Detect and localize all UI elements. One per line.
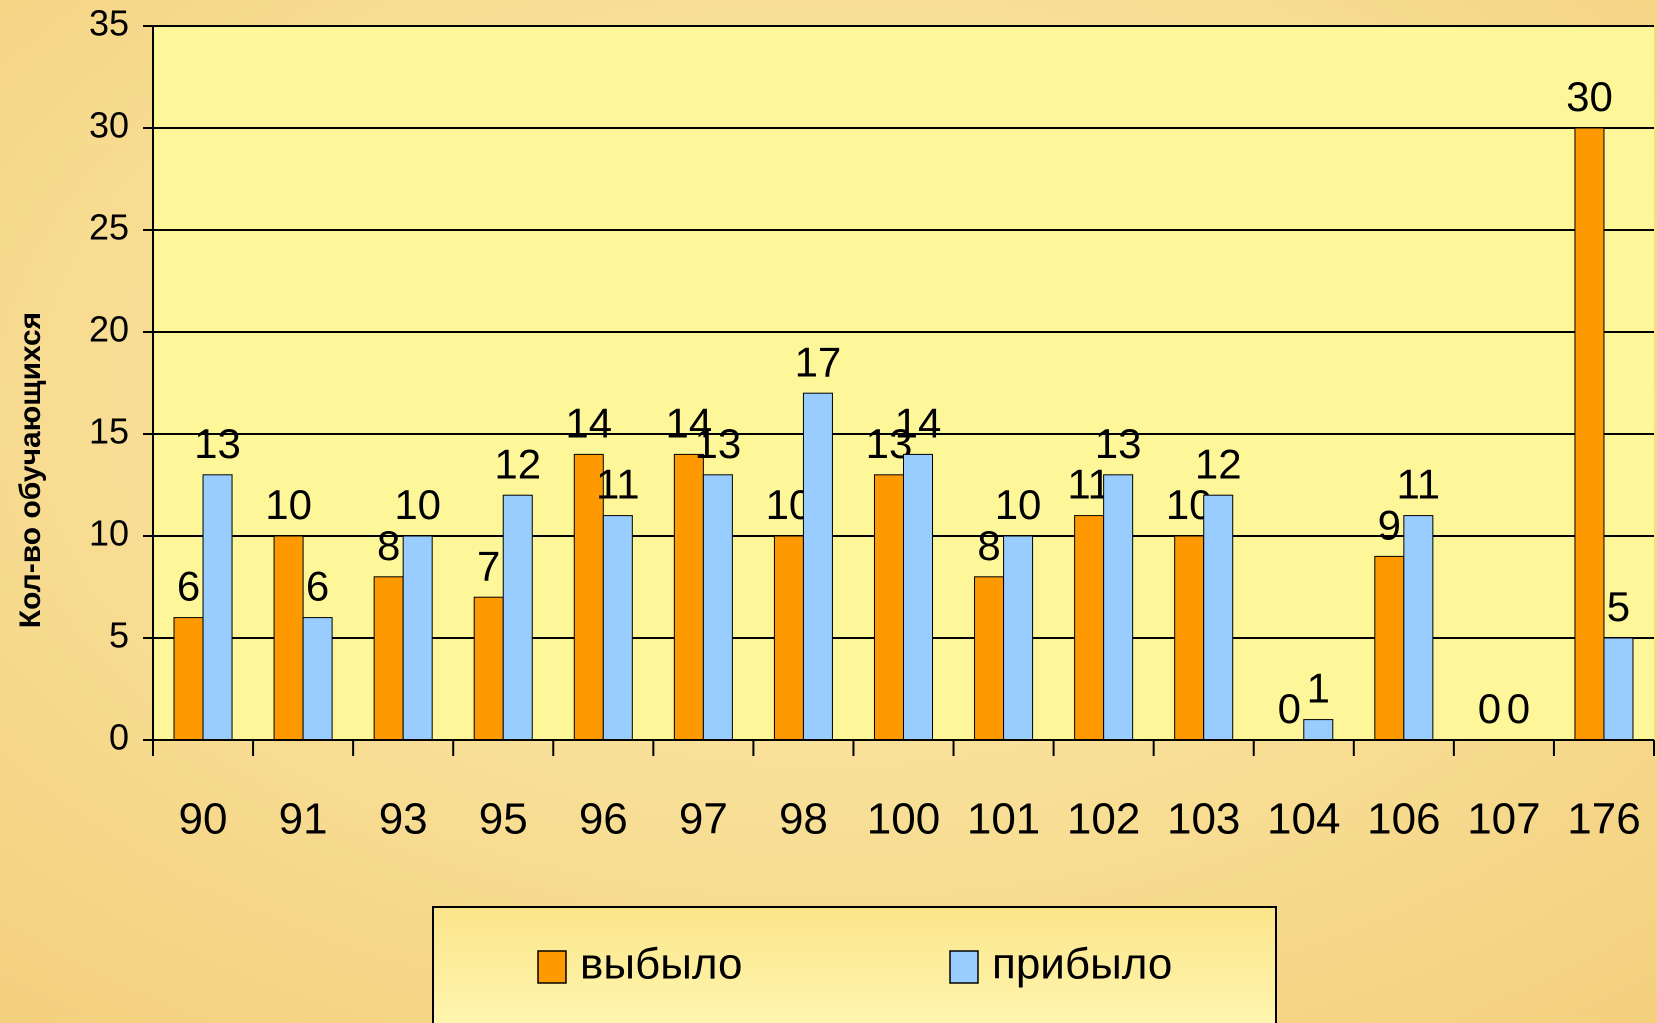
data-label: 0 — [1278, 685, 1301, 732]
bar — [802, 392, 833, 741]
data-label: 14 — [565, 399, 612, 446]
x-tick-label: 91 — [279, 795, 328, 844]
y-tick-label: 30 — [89, 105, 129, 146]
data-label: 30 — [1566, 73, 1613, 120]
bar — [1374, 555, 1405, 741]
data-label: 12 — [1195, 440, 1242, 487]
bar — [1103, 474, 1134, 741]
x-tick-label: 98 — [779, 795, 828, 844]
legend-swatch — [537, 950, 567, 984]
bar — [773, 535, 804, 741]
bar — [1574, 127, 1605, 741]
data-label: 9 — [1378, 501, 1401, 548]
bar — [1303, 719, 1334, 741]
bar — [273, 535, 304, 741]
bar — [974, 576, 1005, 741]
y-axis-label: Кол-во обучающихся — [14, 312, 47, 628]
legend-swatch — [949, 950, 979, 984]
data-label: 10 — [394, 481, 441, 528]
data-label: 5 — [1607, 583, 1630, 630]
y-tick-label: 0 — [109, 717, 129, 758]
bar — [402, 535, 433, 741]
data-label: 12 — [494, 440, 541, 487]
y-tick-label: 20 — [89, 309, 129, 350]
x-tick-label: 93 — [379, 795, 428, 844]
bar — [602, 515, 633, 741]
data-label: 7 — [477, 542, 500, 589]
y-tick-label: 15 — [89, 411, 129, 452]
bar — [1403, 515, 1434, 741]
legend-label: прибыло — [992, 940, 1172, 989]
bar — [1603, 637, 1634, 741]
bar — [173, 617, 204, 741]
data-label: 13 — [695, 420, 742, 467]
data-label: 0 — [1478, 685, 1501, 732]
bar — [502, 494, 533, 741]
bar — [1003, 535, 1034, 741]
legend — [432, 906, 1277, 1023]
x-tick-label: 100 — [867, 795, 940, 844]
y-tick-label: 35 — [89, 3, 129, 44]
x-tick-label: 102 — [1067, 795, 1140, 844]
x-tick-label: 90 — [179, 795, 228, 844]
data-label: 11 — [596, 461, 640, 508]
bar — [302, 617, 333, 741]
data-label: 10 — [995, 481, 1042, 528]
data-label: 17 — [795, 338, 842, 385]
data-label: 14 — [665, 399, 712, 446]
y-tick-label: 25 — [89, 207, 129, 248]
data-label: 13 — [1095, 420, 1142, 467]
data-label: 8 — [377, 522, 400, 569]
bar — [702, 474, 733, 741]
data-label: 1 — [1307, 665, 1330, 712]
bar — [873, 474, 904, 741]
x-tick-label: 97 — [679, 795, 728, 844]
x-tick-label: 101 — [967, 795, 1040, 844]
data-label: 10 — [265, 481, 312, 528]
bar — [202, 474, 233, 741]
x-tick-label: 176 — [1567, 795, 1640, 844]
x-tick-label: 104 — [1267, 795, 1340, 844]
y-tick-label: 5 — [109, 615, 129, 656]
bar — [373, 576, 404, 741]
x-tick-label: 95 — [479, 795, 528, 844]
bar — [1174, 535, 1205, 741]
x-tick-label: 106 — [1367, 795, 1440, 844]
legend-label: выбыло — [580, 940, 742, 989]
bar — [473, 596, 504, 741]
x-tick-label: 96 — [579, 795, 628, 844]
data-label: 14 — [895, 399, 942, 446]
data-label: 11 — [1397, 461, 1441, 508]
data-label: 0 — [1507, 685, 1530, 732]
y-tick-label: 10 — [89, 513, 129, 554]
x-tick-label: 107 — [1467, 795, 1540, 844]
data-label: 6 — [306, 563, 329, 610]
bar — [1203, 494, 1234, 741]
bar — [1074, 515, 1105, 741]
bar — [673, 453, 704, 741]
data-label: 8 — [977, 522, 1000, 569]
bar — [903, 453, 934, 741]
data-label: 6 — [177, 563, 200, 610]
x-tick-label: 103 — [1167, 795, 1240, 844]
bar — [573, 453, 604, 741]
data-label: 13 — [194, 420, 241, 467]
